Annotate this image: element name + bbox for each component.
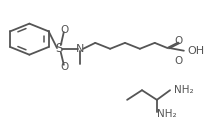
Text: NH₂: NH₂ <box>157 109 176 119</box>
Text: NH₂: NH₂ <box>174 85 194 95</box>
Text: O: O <box>60 62 69 72</box>
Text: N: N <box>76 44 85 54</box>
Text: OH: OH <box>188 46 205 56</box>
Text: O: O <box>175 36 183 46</box>
Text: O: O <box>60 25 69 35</box>
Text: S: S <box>55 42 63 55</box>
Text: O: O <box>175 56 183 66</box>
